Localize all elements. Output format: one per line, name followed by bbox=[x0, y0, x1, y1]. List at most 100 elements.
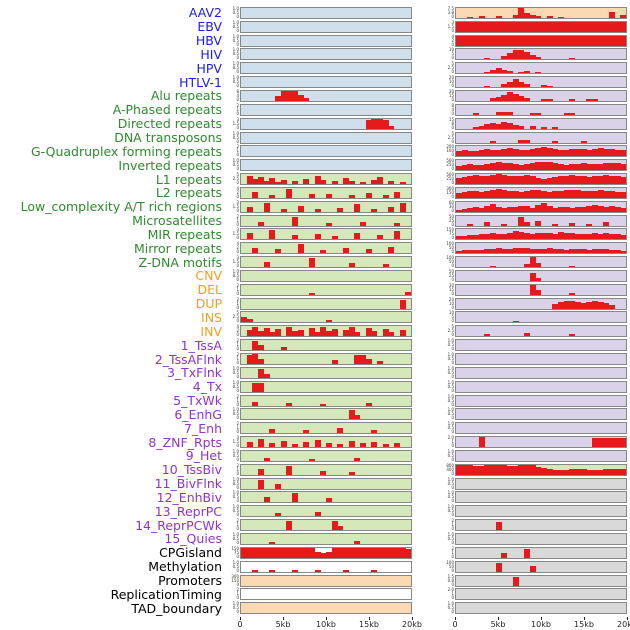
signal-bar bbox=[320, 552, 327, 558]
track-panel bbox=[455, 491, 627, 504]
signal-bar bbox=[473, 126, 479, 129]
y-axis-ticks: 1.0 0.5 0 bbox=[226, 602, 240, 614]
y-tick-label: 150 bbox=[231, 545, 239, 551]
signal-bar bbox=[563, 164, 570, 171]
signal-bar bbox=[348, 327, 355, 337]
signal-bar bbox=[501, 234, 508, 240]
track-panel bbox=[455, 159, 627, 172]
signal-bar bbox=[603, 190, 610, 198]
signal-bar bbox=[552, 177, 559, 185]
y-axis-ticks: 1.0 0.5 0 bbox=[441, 532, 455, 545]
y-tick-label: 0 bbox=[236, 138, 239, 144]
signal-bar bbox=[269, 178, 276, 185]
track-list: AAV2 1.0 0.5 0 7.5 3.8 0 EBV 1.0 0.5 0 3 1.5 0 HBV 1.0 0… bbox=[0, 6, 630, 615]
signal-bar bbox=[388, 332, 395, 337]
y-axis-ticks: 50 25 0 bbox=[441, 214, 455, 227]
y-tick-label: 1.0 bbox=[232, 5, 239, 11]
signal-bar bbox=[512, 148, 519, 157]
signal-bar bbox=[473, 206, 479, 212]
y-tick-label: 0 bbox=[236, 609, 239, 615]
signal-bar bbox=[580, 163, 587, 171]
track-panel bbox=[455, 602, 627, 615]
signal-bar bbox=[575, 175, 581, 185]
signal-bar bbox=[518, 125, 525, 129]
y-tick-label: 5 bbox=[236, 172, 239, 178]
y-tick-label: 0.5 bbox=[232, 79, 239, 85]
y-tick-label: 15 bbox=[448, 286, 454, 292]
track-label: 1_TssA bbox=[180, 337, 222, 353]
track-panel bbox=[240, 394, 412, 407]
y-tick-label: 1.0 bbox=[232, 601, 239, 607]
signal-bar bbox=[512, 14, 519, 18]
y-tick-label: 100 bbox=[446, 559, 454, 565]
y-axis-ticks: 1.0 0.5 0 bbox=[441, 353, 455, 365]
signal-bar bbox=[524, 333, 530, 337]
signal-bar bbox=[309, 547, 315, 558]
signal-bar bbox=[337, 526, 344, 531]
track-label: HBV bbox=[195, 33, 222, 49]
y-tick-label: 0 bbox=[236, 290, 239, 296]
track-panel bbox=[455, 380, 627, 393]
track-panel bbox=[455, 353, 627, 366]
y-tick-label: 0 bbox=[236, 207, 239, 213]
signal-bar bbox=[399, 299, 406, 309]
y-tick-label: 1 bbox=[236, 342, 239, 348]
signal-bar bbox=[535, 113, 542, 115]
y-tick-label: 0 bbox=[236, 249, 239, 255]
signal-bar bbox=[597, 205, 604, 212]
track-panel bbox=[240, 532, 412, 545]
y-axis-ticks: 1.0 0.5 0 bbox=[441, 491, 455, 503]
signal-bar bbox=[524, 13, 530, 18]
signal-bar bbox=[507, 82, 513, 88]
signal-bar bbox=[614, 163, 621, 171]
signal-bar bbox=[252, 401, 259, 406]
y-tick-label: 800 bbox=[446, 462, 454, 468]
y-tick-label: 3 bbox=[451, 19, 454, 25]
y-axis-ticks: 5 2.5 0 bbox=[226, 311, 240, 323]
y-axis-ticks: 200 100 0 bbox=[441, 145, 455, 157]
track-row: Mirror repeats 4 2 0 100 50 0 bbox=[0, 241, 630, 255]
y-tick-label: 0 bbox=[451, 83, 454, 89]
signal-bar bbox=[252, 327, 259, 337]
signal-bar bbox=[286, 598, 293, 600]
y-axis-ticks: 5 2.5 0 bbox=[441, 325, 455, 337]
signal-bar bbox=[348, 471, 355, 475]
y-tick-label: 2 bbox=[236, 213, 239, 219]
signal-bar bbox=[490, 175, 496, 185]
track-row: 9_Het 1.0 0.5 0 1.0 0.5 0 bbox=[0, 449, 630, 463]
track-panel bbox=[240, 505, 412, 518]
y-tick-label: 1.0 bbox=[447, 338, 454, 344]
y-axis-ticks: 5 2.5 0 bbox=[226, 173, 240, 185]
signal-bar bbox=[490, 122, 496, 129]
track-panel bbox=[240, 588, 412, 601]
signal-bar bbox=[467, 249, 474, 254]
signal-bar bbox=[405, 292, 411, 295]
signal-bar bbox=[269, 332, 276, 337]
signal-bar bbox=[252, 382, 259, 392]
y-tick-label: 4 bbox=[451, 106, 454, 112]
x-tick-mark bbox=[412, 617, 413, 621]
y-tick-label: 2 bbox=[236, 421, 239, 427]
track-label: 8_ZNF_Rpts bbox=[148, 434, 222, 450]
y-tick-label: 7.5 bbox=[447, 5, 454, 11]
signal-bar bbox=[535, 15, 542, 18]
signal-bar bbox=[535, 148, 542, 157]
signal-bar bbox=[512, 191, 519, 198]
signal-bar bbox=[518, 49, 525, 60]
signal-bar bbox=[495, 464, 502, 475]
signal-bar bbox=[252, 354, 259, 365]
signal-bar bbox=[461, 165, 468, 171]
signal-bar bbox=[535, 249, 542, 254]
track-label: 10_TssBiv bbox=[161, 462, 222, 478]
signal-bar bbox=[478, 175, 485, 185]
signal-bar bbox=[303, 179, 310, 185]
signal-bar bbox=[263, 547, 270, 558]
y-tick-label: 2.5 bbox=[447, 134, 454, 140]
signal-bar bbox=[546, 191, 553, 198]
y-tick-label: 0 bbox=[236, 69, 239, 75]
y-tick-label: 0 bbox=[451, 96, 454, 102]
signal-bar bbox=[569, 207, 576, 212]
x-tick-mark bbox=[627, 617, 628, 621]
